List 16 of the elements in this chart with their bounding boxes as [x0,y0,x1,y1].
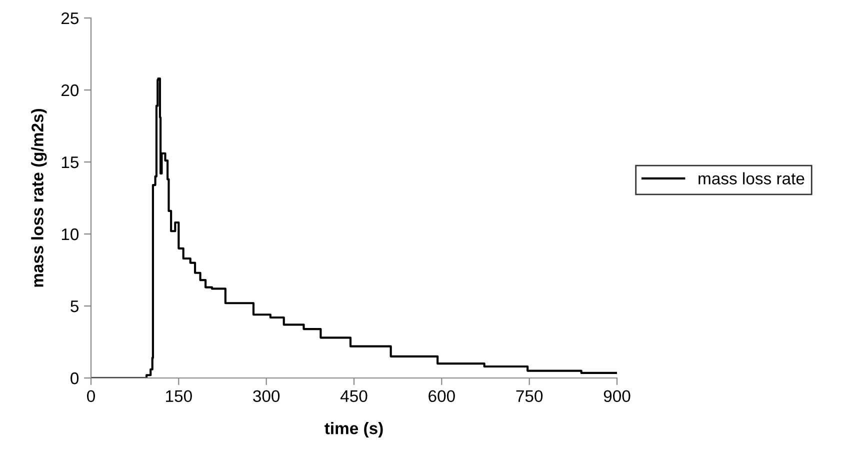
x-tick-label: 0 [87,390,95,402]
x-axis-title: time (s) [324,422,383,438]
legend-label: mass loss rate [698,172,804,184]
x-tick-label: 300 [253,390,280,402]
x-tick-label: 600 [428,390,455,402]
y-tick-label: 10 [62,228,79,240]
y-tick-label: 20 [61,84,79,96]
y-tick-label: 15 [62,156,78,168]
x-tick-label: 450 [340,390,368,402]
y-axis-title: mass loss rate (g/m2s) [31,108,47,287]
x-tick-label: 750 [516,390,543,402]
y-tick-label: 5 [70,300,78,312]
y-tick-label: 25 [61,12,78,24]
x-tick-label: 150 [166,390,192,402]
y-tick-label: 0 [70,372,79,384]
x-tick-label: 900 [604,390,630,402]
